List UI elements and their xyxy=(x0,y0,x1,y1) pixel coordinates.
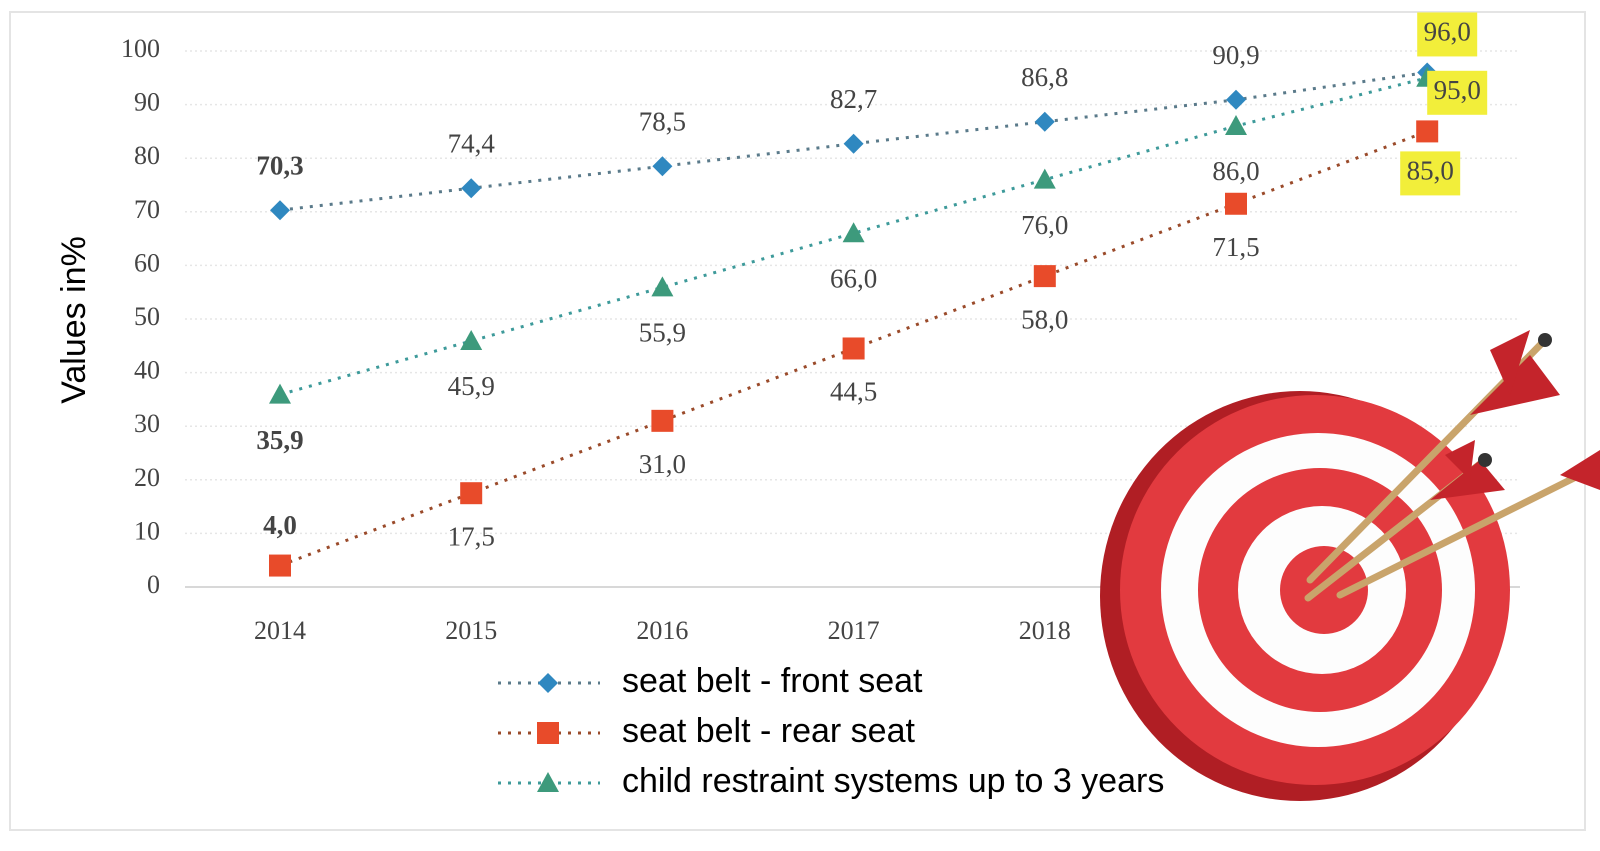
point xyxy=(269,554,291,577)
data-label: 86,8 xyxy=(1021,62,1068,92)
data-label: 4,0 xyxy=(263,510,297,540)
point xyxy=(270,200,290,221)
point xyxy=(537,722,559,744)
plot-area: 0 10 20 30 40 50 60 70 80 90 100 2014 2015 2016 2017 20… xyxy=(121,12,1520,645)
point xyxy=(651,409,674,432)
target-illustration xyxy=(1100,330,1600,801)
data-label: 58,0 xyxy=(1021,304,1068,334)
y-tick-label: 50 xyxy=(134,302,160,331)
x-tick-label: 2017 xyxy=(828,616,880,645)
point xyxy=(537,772,559,792)
point xyxy=(460,329,483,350)
data-label: 95,0 xyxy=(1434,75,1481,105)
data-label: 44,5 xyxy=(830,377,877,407)
x-tick-label: 2018 xyxy=(1019,616,1071,645)
y-tick-label: 80 xyxy=(134,141,160,170)
point xyxy=(652,156,673,177)
data-label: 66,0 xyxy=(830,263,877,293)
point xyxy=(538,673,558,693)
data-label: 96,0 xyxy=(1424,17,1471,47)
legend-label: seat belt - rear seat xyxy=(622,712,915,750)
label-highlight xyxy=(1427,70,1488,115)
y-tick-label: 20 xyxy=(134,463,160,492)
data-label: 31,0 xyxy=(639,449,686,479)
point xyxy=(1226,89,1246,110)
x-tick-label: 2015 xyxy=(445,616,497,645)
point xyxy=(269,383,291,404)
y-tick-label: 10 xyxy=(134,516,160,545)
y-axis-title: Values in% xyxy=(55,236,93,404)
y-tick-label: 0 xyxy=(147,570,160,599)
x-tick-label: 2016 xyxy=(636,616,688,645)
point xyxy=(1416,120,1439,143)
data-label: 86,0 xyxy=(1212,156,1259,186)
data-label: 70,3 xyxy=(256,150,303,180)
data-label: 74,4 xyxy=(448,128,496,158)
y-tick-label: 60 xyxy=(134,248,160,277)
y-tick-label: 90 xyxy=(134,88,160,117)
point xyxy=(1033,168,1056,189)
point xyxy=(842,222,865,243)
data-label: 78,5 xyxy=(639,106,686,136)
legend-label: child restraint systems up to 3 years xyxy=(622,762,1164,800)
y-tick-label: 100 xyxy=(121,34,160,63)
y-tick-label: 30 xyxy=(134,409,160,438)
data-label: 85,0 xyxy=(1407,156,1454,186)
y-tick-label: 40 xyxy=(134,356,160,385)
point xyxy=(843,133,864,154)
x-tick-label: 2014 xyxy=(254,616,306,645)
data-label: 35,9 xyxy=(256,425,303,455)
point xyxy=(460,482,483,505)
data-label: 71,5 xyxy=(1212,232,1259,262)
y-tick-label: 70 xyxy=(134,195,160,224)
point xyxy=(1033,265,1056,288)
data-label: 45,9 xyxy=(448,371,495,401)
point xyxy=(461,178,482,199)
point xyxy=(842,337,865,360)
data-label: 76,0 xyxy=(1021,210,1068,240)
point xyxy=(1034,111,1055,132)
data-label: 82,7 xyxy=(830,84,877,114)
point xyxy=(1225,115,1247,136)
point xyxy=(651,276,674,297)
point xyxy=(1225,192,1247,215)
legend-label: seat belt - front seat xyxy=(622,662,923,700)
data-label: 55,9 xyxy=(639,318,686,348)
data-label: 17,5 xyxy=(448,521,495,551)
label-highlight xyxy=(1400,151,1461,196)
data-label: 90,9 xyxy=(1212,40,1259,70)
label-highlight xyxy=(1417,12,1478,57)
